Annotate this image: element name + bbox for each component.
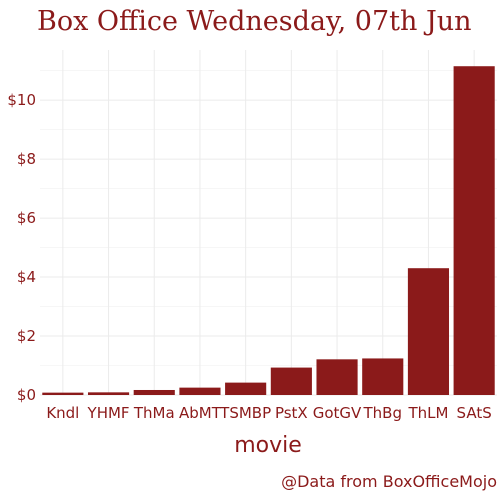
y-axis-ticks: $0 $2 $4 $6 $8 $10: [7, 91, 36, 404]
bar-thlm: [407, 268, 450, 395]
x-axis-ticks: Kndl YHMF ThMa AbMT TSMBP PstX GotGV ThBg ThLM SA…: [46, 404, 491, 422]
x-tick-label: ThLM: [407, 404, 448, 422]
bar-kndl: [42, 392, 84, 395]
bars: [42, 66, 495, 395]
y-tick-label: $10: [7, 91, 36, 109]
bar-tsmbp: [225, 382, 267, 395]
x-tick-label: ThMa: [133, 404, 175, 422]
bar-sats: [453, 66, 495, 395]
x-tick-label: Kndl: [46, 404, 79, 422]
bar-thma: [133, 389, 175, 395]
bar-pstx: [270, 367, 312, 395]
y-tick-label: $8: [17, 150, 36, 168]
y-tick-label: $4: [17, 268, 36, 286]
x-tick-label: AbMT: [179, 404, 222, 422]
y-tick-label: $0: [17, 386, 36, 404]
bar-gotgv: [316, 359, 358, 395]
x-tick-label: ThBg: [363, 404, 402, 422]
x-tick-label: GotGV: [313, 404, 362, 422]
bar-yhmf: [87, 392, 130, 395]
x-tick-label: PstX: [275, 404, 308, 422]
bar-abmt: [179, 387, 221, 395]
y-tick-label: $6: [17, 209, 36, 227]
chart-title: Box Office Wednesday, 07th Jun: [37, 6, 472, 37]
y-tick-label: $2: [17, 327, 36, 345]
caption: @Data from BoxOfficeMojo: [281, 472, 497, 491]
x-tick-label: YHMF: [87, 404, 130, 422]
x-axis-title: movie: [234, 433, 302, 458]
x-tick-label: TSMBP: [219, 404, 271, 422]
x-tick-label: SAtS: [457, 404, 492, 422]
bar-thbg: [362, 358, 404, 395]
